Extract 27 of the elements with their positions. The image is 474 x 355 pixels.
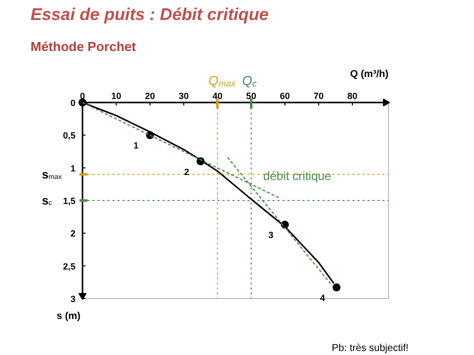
y-tick-label: 0,5 (62, 130, 76, 141)
y-tick-label: 2,5 (62, 261, 76, 272)
y-tick-label: 3 (70, 294, 76, 304)
y-tick-label: 0 (70, 98, 76, 108)
x-tick-label: 20 (144, 91, 155, 101)
y-tick-label: 1 (70, 163, 76, 174)
x-tick-label: 60 (280, 91, 290, 101)
x-tick-label: 50 (246, 91, 256, 101)
x-tick-label: 40 (212, 91, 222, 101)
annotation: 3 (268, 230, 274, 240)
y-tick-label: 1,5 (62, 196, 76, 206)
annotation: 1 (133, 140, 138, 151)
x-tick-label: 70 (314, 91, 324, 101)
x-tick-label: 0 (80, 91, 86, 101)
x-tick-label: 10 (111, 91, 122, 101)
chart-title: Essai de puits : Débit critique (30, 5, 269, 24)
chart-subtitle: Méthode Porchet (30, 39, 137, 54)
annotation: 4 (320, 292, 326, 303)
annotation: débit critique (263, 169, 332, 184)
text: Pb: très subjectif! (332, 343, 409, 354)
y-axis-title: s (m) (56, 311, 81, 322)
x-tick-label: 30 (178, 91, 189, 101)
x-tick-label: 80 (347, 91, 358, 101)
annotation: 2 (184, 166, 190, 177)
x-axis-title: Q (m³/h) (350, 69, 389, 80)
y-tick-label: 2 (70, 228, 76, 239)
point (332, 283, 341, 292)
